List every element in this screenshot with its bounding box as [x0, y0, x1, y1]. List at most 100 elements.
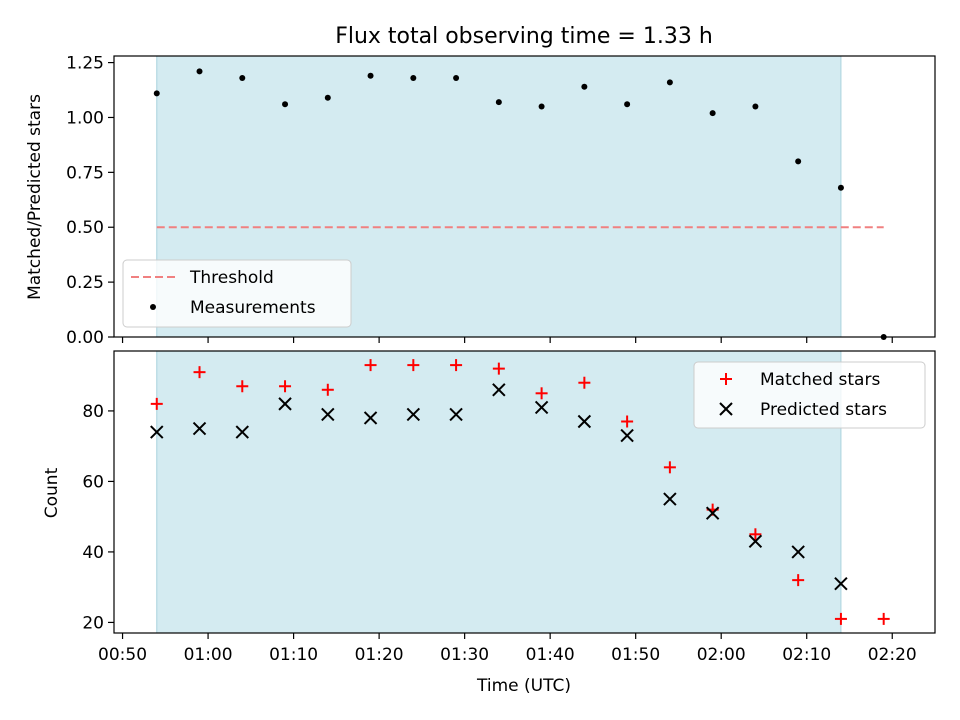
axes-frame [113, 55, 936, 338]
x-marker-b [321, 407, 335, 422]
y-tick-label: 80 [82, 402, 104, 422]
top-chart-title: Flux total observing time = 1.33 h [335, 24, 713, 49]
matched-stars-point [364, 359, 377, 372]
matched-stars-point [450, 359, 463, 372]
x-axis-label: Time (UTC) [476, 676, 571, 696]
y-tick-label: 0.75 [66, 163, 104, 183]
measurement-point [666, 79, 673, 86]
predicted-stars-point [406, 407, 421, 422]
legend-predicted-label: Predicted stars [760, 400, 887, 420]
x-marker-b [705, 506, 720, 520]
legend-measurements-label: Measurements [190, 298, 316, 318]
matched-stars-point [834, 612, 847, 625]
x-marker-b [663, 492, 677, 506]
measurement-point [538, 103, 545, 110]
predicted-stars-point [748, 534, 763, 549]
top-legend: Threshold Measurements [122, 259, 352, 328]
predicted-stars-point [192, 421, 207, 436]
x-marker-b [406, 407, 421, 422]
measurement-point [453, 74, 460, 81]
legend-box [122, 259, 352, 328]
x-marker-b [791, 545, 805, 559]
legend-threshold-label: Threshold [189, 268, 274, 288]
bottom-legend: Matched stars Predicted stars [693, 361, 926, 429]
predicted-stars-point [150, 425, 164, 439]
matched-stars-point [749, 528, 762, 541]
x-marker-b [363, 411, 378, 425]
measurement-point [239, 74, 246, 81]
matched-stars-point [621, 415, 634, 428]
y-tick-label: 0.50 [66, 218, 104, 238]
x-marker-b [534, 400, 549, 415]
measurement-point [367, 72, 374, 79]
legend-box [693, 361, 926, 429]
predicted-stars-point [791, 545, 805, 559]
matched-stars-point [150, 397, 163, 410]
matched-stars-point [792, 574, 805, 587]
predicted-stars-point [663, 492, 677, 506]
y-tick-label: 0.00 [66, 328, 104, 348]
legend-predicted-swatch-b [719, 402, 733, 416]
measurement-point [624, 101, 631, 108]
predicted-stars-point [321, 407, 335, 422]
bottom-plot-area: 20 40 60 80 00:50 01:00 01:10 01:20 01:30 01:40 01… [82, 350, 936, 665]
predicted-stars-point [363, 411, 378, 425]
x-tick-label: 00:50 [98, 645, 147, 665]
x-marker-b [620, 428, 634, 443]
x-tick-label: 01:00 [184, 645, 233, 665]
x-tick-label: 01:50 [611, 645, 660, 665]
matched-stars-point [492, 362, 505, 375]
x-marker-b [150, 425, 164, 439]
matched-stars-point [535, 387, 548, 400]
x-tick-label: 01:30 [440, 645, 489, 665]
x-tick-label: 02:10 [782, 645, 831, 665]
x-marker-b [748, 534, 763, 549]
predicted-stars-point [705, 506, 720, 520]
predicted-stars-point [577, 414, 592, 429]
measurement-point [837, 184, 844, 191]
measurement-point [196, 68, 203, 75]
predicted-stars-point [834, 576, 848, 591]
y-tick-label: 40 [82, 543, 104, 563]
measurement-point [795, 158, 802, 165]
matched-stars-point [193, 366, 206, 379]
x-marker-b [834, 576, 848, 591]
predicted-stars-point [278, 397, 292, 411]
axes-frame [113, 350, 936, 634]
measurement-point [282, 101, 289, 108]
matched-stars-point [279, 380, 292, 393]
x-tick-label: 01:40 [526, 645, 575, 665]
measurement-point [410, 74, 417, 81]
y-tick-label: 1.00 [66, 108, 104, 128]
x-tick-label: 01:10 [269, 645, 318, 665]
measurement-point [581, 83, 588, 90]
measurement-point [495, 99, 502, 106]
y-tick-label: 60 [82, 472, 104, 492]
y-tick-label: 1.25 [66, 54, 104, 74]
bottom-y-axis-label: Count [42, 467, 62, 518]
top-plot-area: 0.00 0.25 0.50 0.75 1.00 1.25 Threshold Measure… [66, 54, 936, 348]
x-marker-b [278, 397, 292, 411]
measurement-point [752, 103, 759, 110]
predicted-stars-point [235, 425, 249, 439]
matched-stars-point [407, 359, 420, 372]
x-tick-label: 01:20 [355, 645, 404, 665]
matched-stars-point [877, 612, 890, 625]
predicted-stars-point [620, 428, 634, 443]
x-marker-b [192, 421, 207, 436]
x-tick-label: 02:20 [868, 645, 917, 665]
y-tick-label: 20 [82, 613, 104, 633]
measurement-point [709, 110, 716, 117]
matched-stars-point [321, 383, 334, 396]
predicted-stars-point [492, 383, 506, 397]
top-y-axis-label: Matched/Predicted stars [25, 94, 45, 300]
legend-measurements-swatch [150, 304, 156, 310]
matched-stars-point [236, 380, 249, 393]
x-tick-label: 02:00 [697, 645, 746, 665]
x-marker-b [577, 414, 592, 429]
x-marker-b [449, 407, 463, 422]
matched-stars-point [663, 461, 676, 474]
legend-matched-label: Matched stars [760, 370, 880, 390]
measurement-point [324, 94, 331, 101]
